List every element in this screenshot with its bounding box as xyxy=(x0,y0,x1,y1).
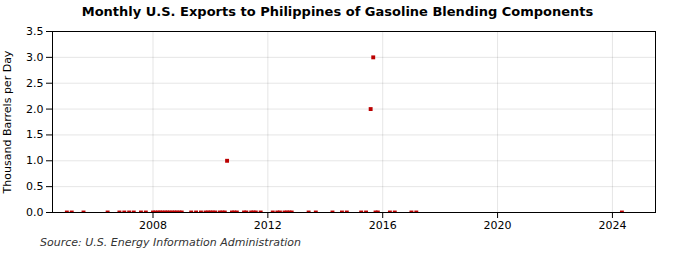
svg-text:1.5: 1.5 xyxy=(26,128,44,141)
svg-text:2008: 2008 xyxy=(139,219,167,232)
svg-text:0.5: 0.5 xyxy=(26,180,44,193)
svg-text:2.5: 2.5 xyxy=(26,77,44,90)
svg-text:2016: 2016 xyxy=(369,219,397,232)
html-text:Source: U.S. Energy Informatio: Source: U.S. Energy Information Administ… xyxy=(40,236,301,249)
svg-text:2.0: 2.0 xyxy=(26,103,44,116)
svg-text:2012: 2012 xyxy=(254,219,282,232)
svg-text:1.0: 1.0 xyxy=(26,154,44,167)
svg-text:2024: 2024 xyxy=(598,219,626,232)
svg-text:3.5: 3.5 xyxy=(26,25,44,38)
svg-text:Thousand Barrels per Day: Thousand Barrels per Day xyxy=(1,50,14,194)
html-text:Monthly U.S. Exports to Philip: Monthly U.S. Exports to Philippines of G… xyxy=(81,4,594,19)
svg-text:0.0: 0.0 xyxy=(26,206,44,219)
svg-text:3.0: 3.0 xyxy=(26,51,44,64)
svg-text:2020: 2020 xyxy=(484,219,512,232)
